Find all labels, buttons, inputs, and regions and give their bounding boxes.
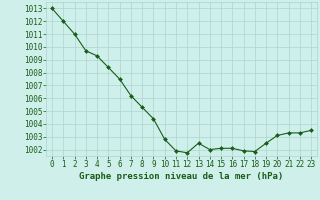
X-axis label: Graphe pression niveau de la mer (hPa): Graphe pression niveau de la mer (hPa) [79, 172, 284, 181]
